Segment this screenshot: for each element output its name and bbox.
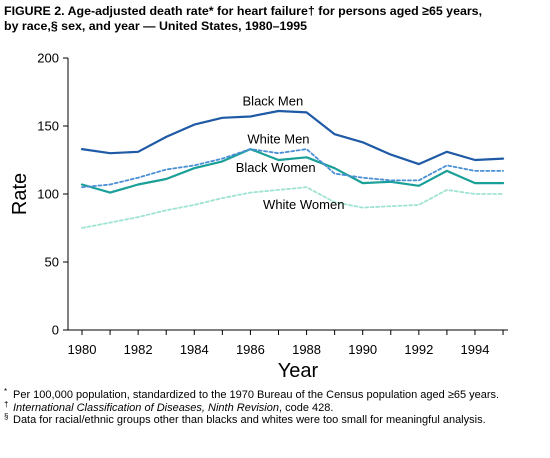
chart-series-labels: Black Men White Men Black Women White Women (236, 94, 345, 212)
series-label-black-women: Black Women (236, 160, 316, 175)
x-axis-title: Year (278, 360, 319, 382)
x-tick-label: 1990 (348, 342, 377, 357)
y-tick-label: 150 (37, 119, 59, 134)
footnote-2: † International Classification of Diseas… (4, 399, 548, 415)
series-label-black-men: Black Men (243, 94, 304, 109)
footnote-marker: § (4, 412, 9, 421)
y-tick-label: 0 (52, 323, 59, 338)
series-line-black-men (80, 109, 505, 166)
y-tick-label: 200 (37, 51, 59, 66)
footnote-italic-text: International Classification of Diseases… (13, 401, 279, 414)
figure-title-line-2: by race,§ sex, and year — United States,… (4, 19, 308, 33)
footnote-text: Per 100,000 population, standardized to … (13, 389, 500, 401)
series-label-white-men: White Men (247, 132, 309, 147)
x-tick-label: 1994 (461, 342, 490, 357)
figure-title: FIGURE 2. Age-adjusted death rate* for h… (4, 4, 546, 34)
y-tick-label: 100 (37, 187, 59, 202)
footnote-1: * Per 100,000 population, standardized t… (4, 387, 548, 402)
x-tick-label: 1984 (180, 342, 209, 357)
series-line-black-women (80, 148, 505, 194)
line-chart: 0 50 100 150 200 1980 1982 1984 1986 1988 1990 1992… (9, 51, 508, 382)
x-tick-label: 1982 (124, 342, 153, 357)
footnote-3: § Data for racial/ethnic groups other th… (4, 412, 548, 427)
x-tick-label: 1992 (404, 342, 433, 357)
footnote-text: Data for racial/ethnic groups other than… (13, 414, 486, 426)
x-tick-label: 1986 (236, 342, 265, 357)
y-tick-label: 50 (45, 255, 59, 270)
series-line-white-men (81, 148, 505, 189)
chart-series (80, 109, 505, 229)
y-axis-title: Rate (9, 173, 31, 215)
x-tick-label: 1980 (68, 342, 97, 357)
x-tick-label: 1988 (292, 342, 321, 357)
footnote-marker: † (4, 399, 9, 409)
footnote-marker: * (4, 387, 8, 396)
chart-axes: 0 50 100 150 200 1980 1982 1984 1986 1988 1990 1992… (9, 51, 508, 382)
series-line-white-women (81, 186, 505, 229)
footnote-text: , code 428. (278, 401, 334, 414)
series-label-white-women: White Women (263, 197, 344, 212)
footnotes: * Per 100,000 population, standardized t… (4, 387, 548, 427)
figure-title-line-1: FIGURE 2. Age-adjusted death rate* for h… (4, 4, 483, 18)
